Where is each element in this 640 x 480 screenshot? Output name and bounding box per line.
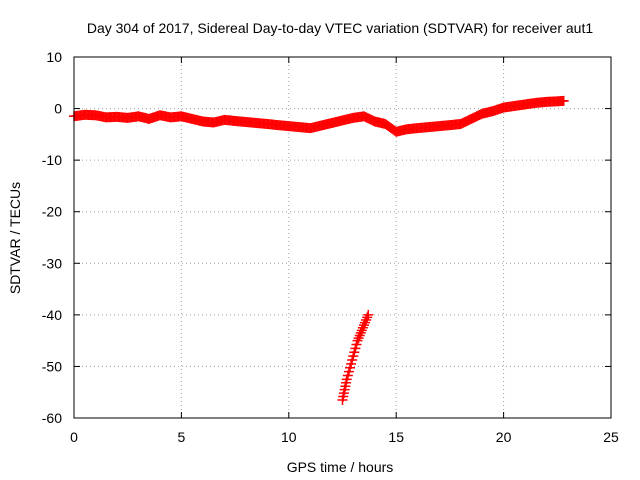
data-point-marker — [363, 309, 374, 320]
x-tick-label: 15 — [388, 429, 404, 445]
data-point-marker — [357, 322, 368, 333]
y-tick-label: -30 — [42, 255, 62, 271]
data-point-marker — [361, 315, 372, 326]
x-tick-label: 10 — [281, 429, 297, 445]
data-point-marker — [354, 330, 365, 341]
x-tick-label: 20 — [496, 429, 512, 445]
data-series — [69, 95, 569, 405]
data-point-marker — [353, 333, 364, 344]
y-axis-label: SDTVAR / TECUs — [7, 182, 23, 294]
y-tick-labels: -60 -50 -40 -30 -20 -10 0 10 — [42, 49, 62, 426]
series-excursion — [337, 309, 374, 405]
y-tick-label: -40 — [42, 307, 62, 323]
x-axis-label: GPS time / hours — [287, 459, 394, 475]
y-tick-label: 0 — [54, 101, 62, 117]
grid — [74, 57, 611, 418]
data-point-marker — [558, 95, 569, 106]
data-point-marker — [356, 325, 367, 336]
x-tick-label: 0 — [70, 429, 78, 445]
y-tick-label: 10 — [46, 49, 62, 65]
series-main — [69, 95, 569, 137]
x-tick-label: 5 — [178, 429, 186, 445]
y-tick-label: -10 — [42, 152, 62, 168]
y-tick-label: -20 — [42, 204, 62, 220]
chart-title: Day 304 of 2017, Sidereal Day-to-day VTE… — [87, 20, 594, 36]
data-point-marker — [352, 335, 363, 346]
data-point-marker — [355, 327, 366, 338]
data-point-marker — [358, 320, 369, 331]
data-point-marker — [362, 312, 373, 323]
plot-frame — [73, 56, 612, 419]
y-tick-label: -50 — [42, 358, 62, 374]
x-tick-label: 25 — [603, 429, 619, 445]
y-tick-label: -60 — [42, 410, 62, 426]
x-tick-labels: 0 5 10 15 20 25 — [70, 429, 619, 445]
data-point-marker — [360, 317, 371, 328]
